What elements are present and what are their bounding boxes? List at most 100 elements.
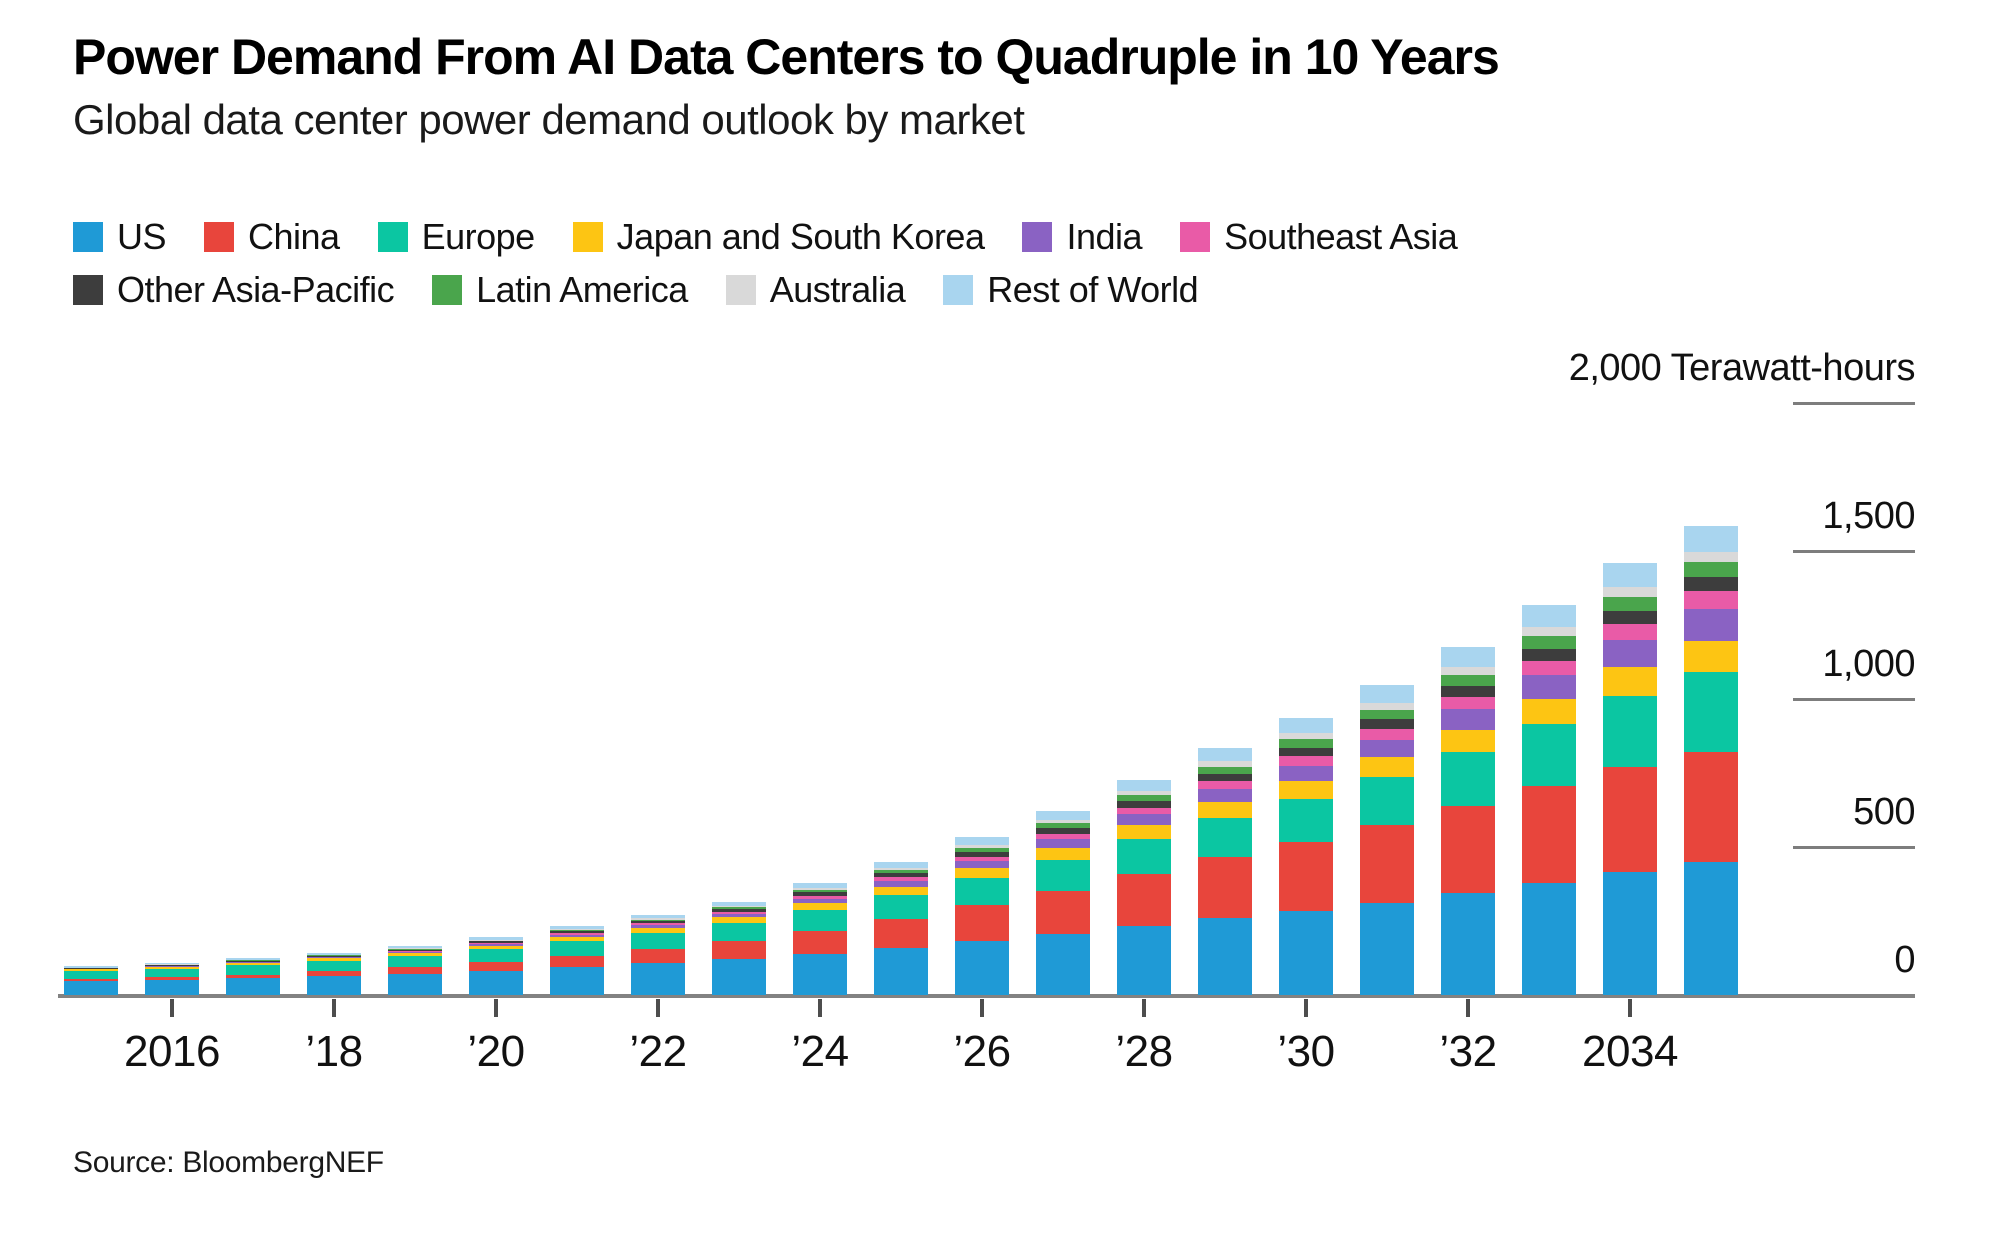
stacked-bar-2035 (1684, 525, 1738, 995)
bar-segment-china (388, 967, 442, 974)
bar-segment-other-asia-pacific (631, 921, 685, 924)
bar-segment-southeast-asia (307, 956, 361, 958)
bar-segment-china (874, 918, 928, 948)
x-axis-tick (980, 999, 984, 1017)
y-axis-tick-dash (1793, 401, 1915, 405)
bar-segment-southeast-asia (712, 911, 766, 914)
bar-segment-australia (469, 939, 523, 941)
bar-segment-europe (145, 968, 199, 978)
stacked-bar-2031 (1360, 685, 1414, 995)
bar-segment-japan-and-south-korea (550, 936, 604, 942)
bar-segment-japan-and-south-korea (1198, 802, 1252, 819)
bar-segment-australia (1360, 702, 1414, 710)
bar-segment-japan-and-south-korea (793, 902, 847, 911)
bar-segment-china (1279, 841, 1333, 911)
legend-item-label: Rest of World (987, 269, 1199, 310)
bar-segment-rest-of-world (955, 837, 1009, 845)
bar-segment-latin-america (712, 907, 766, 909)
bar-segment-other-asia-pacific (1684, 576, 1738, 591)
bar-segment-europe (955, 878, 1009, 906)
x-axis-tick (1466, 999, 1470, 1017)
bar-segment-us (64, 981, 118, 995)
legend-item-label: Europe (421, 216, 536, 257)
x-axis-tick (170, 999, 174, 1017)
legend-swatch-icon (377, 222, 408, 252)
bar-segment-other-asia-pacific (1360, 719, 1414, 729)
stacked-bar-2028 (1117, 779, 1171, 995)
bar-segment-india (1198, 789, 1252, 803)
bar-segment-india (1036, 839, 1090, 849)
bar-segment-japan-and-south-korea (388, 952, 442, 957)
y-axis-label: 1,000 (1822, 643, 1915, 685)
bar-segment-latin-america (1684, 561, 1738, 577)
bar-segment-rest-of-world (145, 962, 199, 965)
bar-segment-latin-america (550, 930, 604, 932)
bar-segment-rest-of-world (1522, 604, 1576, 628)
legend-item-label: China (248, 216, 340, 257)
bar-segment-india (1603, 639, 1657, 668)
x-axis-label: ’20 (467, 1027, 525, 1076)
bar-segment-rest-of-world (64, 966, 118, 968)
bar-segment-india (1360, 739, 1414, 758)
bar-segment-rest-of-world (1036, 810, 1090, 820)
bar-segment-japan-and-south-korea (307, 958, 361, 962)
legend-row: US China Europe Japan and South Korea India S… (73, 216, 1458, 257)
bar-segment-europe (1198, 818, 1252, 858)
bar-segment-us (1684, 861, 1738, 995)
bar-segment-southeast-asia (388, 950, 442, 952)
bar-segment-rest-of-world (1441, 646, 1495, 667)
legend-row: Other Asia-Pacific Latin America Australia… (73, 269, 1199, 310)
legend-item-label: US (117, 216, 167, 257)
bar-segment-europe (1441, 752, 1495, 807)
bar-segment-japan-and-south-korea (145, 966, 199, 969)
x-axis-label: ’28 (1115, 1027, 1173, 1076)
bar-segment-australia (955, 844, 1009, 848)
bar-segment-japan-and-south-korea (874, 886, 928, 896)
bar-segment-china (631, 948, 685, 964)
legend-swatch-icon (725, 275, 756, 305)
bar-segment-southeast-asia (1522, 661, 1576, 676)
x-axis-tick (1142, 999, 1146, 1017)
x-axis-label: ’22 (629, 1027, 687, 1076)
y-axis-label: 1,500 (1822, 495, 1915, 537)
bar-segment-other-asia-pacific (1279, 747, 1333, 757)
legend-item-japan-and-south-korea: Japan and South Korea (572, 218, 985, 256)
legend-item-latin-america: Latin America (432, 271, 688, 309)
bar-segment-latin-america (1522, 636, 1576, 650)
bar-segment-india (226, 962, 280, 963)
bar-segment-other-asia-pacific (550, 931, 604, 934)
bar-segment-australia (1441, 666, 1495, 675)
bar-segment-india (874, 881, 928, 887)
bar-segment-china (1441, 806, 1495, 893)
x-axis-label: 2016 (124, 1027, 220, 1076)
bar-segment-rest-of-world (1603, 562, 1657, 588)
bar-segment-southeast-asia (1036, 833, 1090, 840)
bar-segment-australia (1522, 627, 1576, 637)
bar-segment-australia (388, 948, 442, 950)
bar-segment-us (1603, 872, 1657, 995)
legend-item-label: India (1066, 216, 1143, 257)
bar-segment-europe (1684, 671, 1738, 752)
bar-segment-latin-america (1036, 823, 1090, 829)
bar-segment-europe (307, 961, 361, 972)
bar-segment-southeast-asia (1603, 624, 1657, 640)
bar-segment-india (1279, 765, 1333, 781)
x-axis-tick (1304, 999, 1308, 1017)
stacked-bar-2023 (712, 901, 766, 995)
bar-segment-rest-of-world (307, 952, 361, 955)
bar-segment-australia (1684, 551, 1738, 562)
stacked-bar-2034 (1603, 562, 1657, 995)
bar-segment-other-asia-pacific (793, 892, 847, 896)
bar-segment-us (1522, 882, 1576, 995)
stacked-bar-2029 (1198, 748, 1252, 995)
bar-segment-latin-america (1279, 739, 1333, 748)
bar-segment-india (1684, 608, 1738, 641)
bar-segment-china (955, 905, 1009, 941)
bar-segment-southeast-asia (793, 895, 847, 899)
bar-segment-china (1684, 751, 1738, 862)
bar-segment-china (1360, 825, 1414, 903)
bar-segment-australia (226, 959, 280, 961)
bar-segment-other-asia-pacific (226, 960, 280, 962)
stacked-bar-2033 (1522, 604, 1576, 995)
bar-segment-other-asia-pacific (388, 949, 442, 951)
